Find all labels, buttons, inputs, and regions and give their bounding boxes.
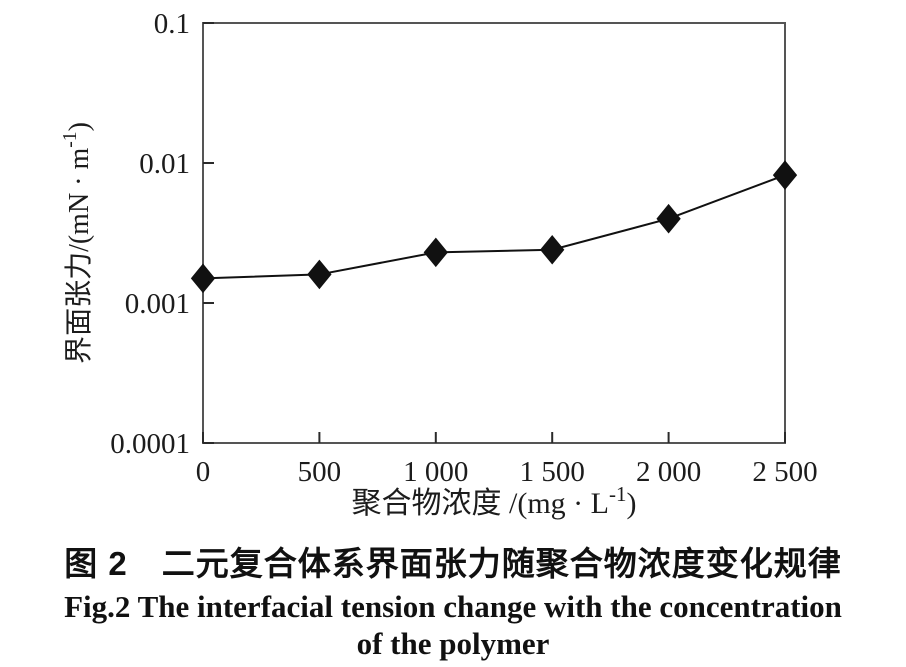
y-tick-label: 0.01 <box>139 148 190 180</box>
x-tick-label: 500 <box>298 456 342 488</box>
x-tick-label: 2 000 <box>636 456 701 488</box>
x-tick-label: 1 000 <box>403 456 468 488</box>
data-point-marker <box>540 234 565 265</box>
data-point-marker <box>190 263 216 294</box>
y-tick-label: 0.0001 <box>110 428 190 460</box>
caption-english-line2: of the polymer <box>356 626 550 661</box>
y-axis-title: 界面张力/(mN · m-1) <box>60 122 95 364</box>
plot-frame <box>202 22 786 444</box>
x-tick-label: 0 <box>196 456 211 488</box>
data-line <box>202 174 786 280</box>
x-tick-label: 1 500 <box>520 456 585 488</box>
chart-area: 0.1 0.01 0.001 0.0001 0 500 1 000 1 500 2 000 2 5… <box>60 8 818 520</box>
data-point-marker <box>772 160 798 190</box>
caption-english-line1: Fig.2 The interfacial tension change wit… <box>64 589 842 624</box>
data-point-marker <box>423 237 448 268</box>
figure-captions: 图 2 二元复合体系界面张力随聚合物浓度变化规律 Fig.2 The inter… <box>0 540 906 662</box>
y-tick-label: 0.1 <box>154 8 190 40</box>
data-point-marker <box>656 203 681 234</box>
caption-chinese: 图 2 二元复合体系界面张力随聚合物浓度变化规律 <box>64 545 842 582</box>
x-tick-label: 2 500 <box>752 456 817 488</box>
data-point-marker <box>307 259 332 290</box>
y-tick-label: 0.001 <box>125 288 190 320</box>
x-axis-title: 聚合物浓度 /(mg · L-1) <box>352 482 637 520</box>
